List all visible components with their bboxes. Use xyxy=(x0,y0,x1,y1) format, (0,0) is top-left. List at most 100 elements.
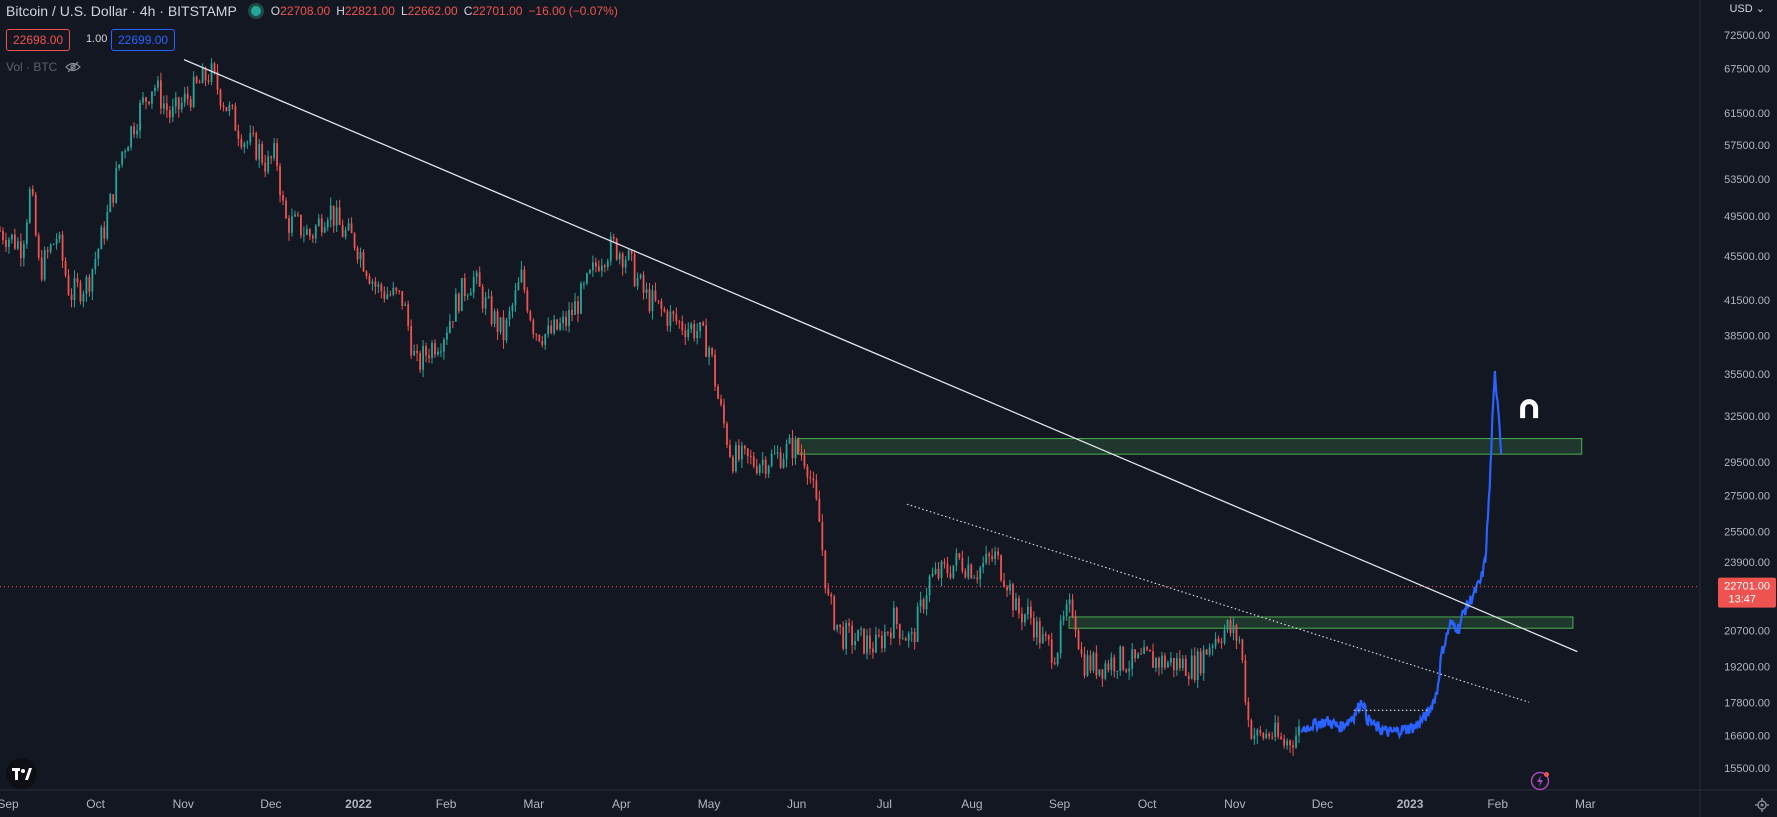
candle-body xyxy=(600,265,603,271)
candle-body xyxy=(839,624,842,627)
low-value: 22662.00 xyxy=(407,4,458,18)
candle-body xyxy=(940,561,943,579)
candle-body xyxy=(154,87,156,92)
candle-body xyxy=(368,276,371,284)
sell-button[interactable]: 22698.00 xyxy=(6,29,71,51)
candle-body xyxy=(389,294,392,296)
candle-body xyxy=(1244,660,1247,703)
candle-body xyxy=(743,445,746,449)
support-resistance-zone[interactable] xyxy=(796,438,1583,455)
candle-body xyxy=(228,105,231,112)
candle-body xyxy=(717,386,719,399)
buy-button[interactable]: 22699.00 xyxy=(111,29,176,51)
y-tick-label: 41500.00 xyxy=(1724,295,1770,307)
candle-body xyxy=(157,80,159,88)
candle-body xyxy=(535,334,538,336)
candle-body xyxy=(219,89,222,106)
candle-body xyxy=(28,189,31,223)
candle-body xyxy=(517,282,520,291)
candle-body xyxy=(1015,598,1017,611)
candle-body xyxy=(997,551,999,556)
candle-body xyxy=(142,97,144,103)
candle-body xyxy=(189,98,192,107)
candle-body xyxy=(827,588,830,595)
volume-label: Vol · BTC xyxy=(6,60,58,74)
y-tick-label: 25500.00 xyxy=(1724,526,1770,538)
candle-body xyxy=(571,309,573,315)
alert-bolt-icon[interactable] xyxy=(1530,771,1550,791)
candle-body xyxy=(964,571,967,578)
candle-body xyxy=(267,156,270,172)
eye-hidden-icon[interactable] xyxy=(65,61,82,73)
candle-body xyxy=(630,250,633,254)
candle-body xyxy=(481,286,484,309)
candle-body xyxy=(440,351,442,353)
trendline[interactable] xyxy=(183,59,1578,653)
candle-body xyxy=(726,423,728,445)
candle-body xyxy=(213,63,216,72)
candle-body xyxy=(1193,655,1196,680)
candle-body xyxy=(1104,663,1107,679)
candle-body xyxy=(19,241,22,259)
y-tick-label: 32500.00 xyxy=(1724,411,1770,423)
candle-body xyxy=(493,311,496,325)
candle-body xyxy=(1149,649,1151,652)
candle-body xyxy=(55,238,58,245)
projection-path[interactable] xyxy=(1300,370,1503,740)
candle-body xyxy=(898,624,901,639)
candle-body xyxy=(1217,638,1220,642)
candle-body xyxy=(302,234,305,236)
currency-selector[interactable]: USD ⌄ xyxy=(1729,2,1765,15)
x-tick-label: Oct xyxy=(1138,797,1157,811)
candle-body xyxy=(487,296,490,298)
candle-body xyxy=(711,347,713,355)
candle-body xyxy=(746,448,749,456)
candle-body xyxy=(8,239,10,248)
candle-body xyxy=(696,331,699,339)
candle-body xyxy=(892,607,895,639)
candle-body xyxy=(1098,669,1101,676)
gear-icon[interactable] xyxy=(1755,798,1769,812)
chevron-down-icon: ⌄ xyxy=(1755,3,1765,15)
high-label: H xyxy=(336,4,345,18)
candle-body xyxy=(922,599,925,610)
magnet-icon[interactable] xyxy=(1520,399,1539,419)
support-resistance-zone[interactable] xyxy=(1068,616,1574,629)
candle-body xyxy=(472,276,475,293)
candle-body xyxy=(475,272,478,277)
candle-body xyxy=(1080,649,1083,654)
y-tick-label: 72500.00 xyxy=(1724,30,1770,42)
candle-body xyxy=(603,265,606,267)
candle-body xyxy=(886,631,889,633)
candle-body xyxy=(687,329,690,338)
candle-body xyxy=(800,452,803,456)
candle-body xyxy=(180,102,183,110)
dotted-trendline[interactable] xyxy=(906,503,1530,703)
tradingview-logo[interactable] xyxy=(6,758,37,789)
quantity-value[interactable]: 1.00 xyxy=(86,33,108,45)
candle-body xyxy=(183,93,186,103)
open-value: 22708.00 xyxy=(280,4,331,18)
candle-body xyxy=(1155,658,1157,668)
candle-body xyxy=(159,80,162,109)
candle-body xyxy=(425,345,427,356)
candle-body xyxy=(97,249,100,260)
candle-body xyxy=(1235,625,1238,641)
last-price-badge[interactable] xyxy=(1718,577,1776,608)
candle-body xyxy=(40,257,43,280)
candle-body xyxy=(1292,745,1294,748)
candle-body xyxy=(210,63,213,82)
candle-body xyxy=(1131,649,1134,669)
candle-body xyxy=(311,235,314,239)
candle-body xyxy=(1247,702,1250,721)
candle-body xyxy=(574,301,576,315)
candle-body xyxy=(931,573,934,577)
candle-body xyxy=(1262,733,1265,739)
candle-body xyxy=(502,317,505,341)
symbol-title[interactable]: Bitcoin / U.S. Dollar · 4h · BITSTAMP xyxy=(6,3,237,19)
candle-body xyxy=(91,269,94,292)
candle-body xyxy=(82,293,85,302)
candle-body xyxy=(11,234,13,240)
